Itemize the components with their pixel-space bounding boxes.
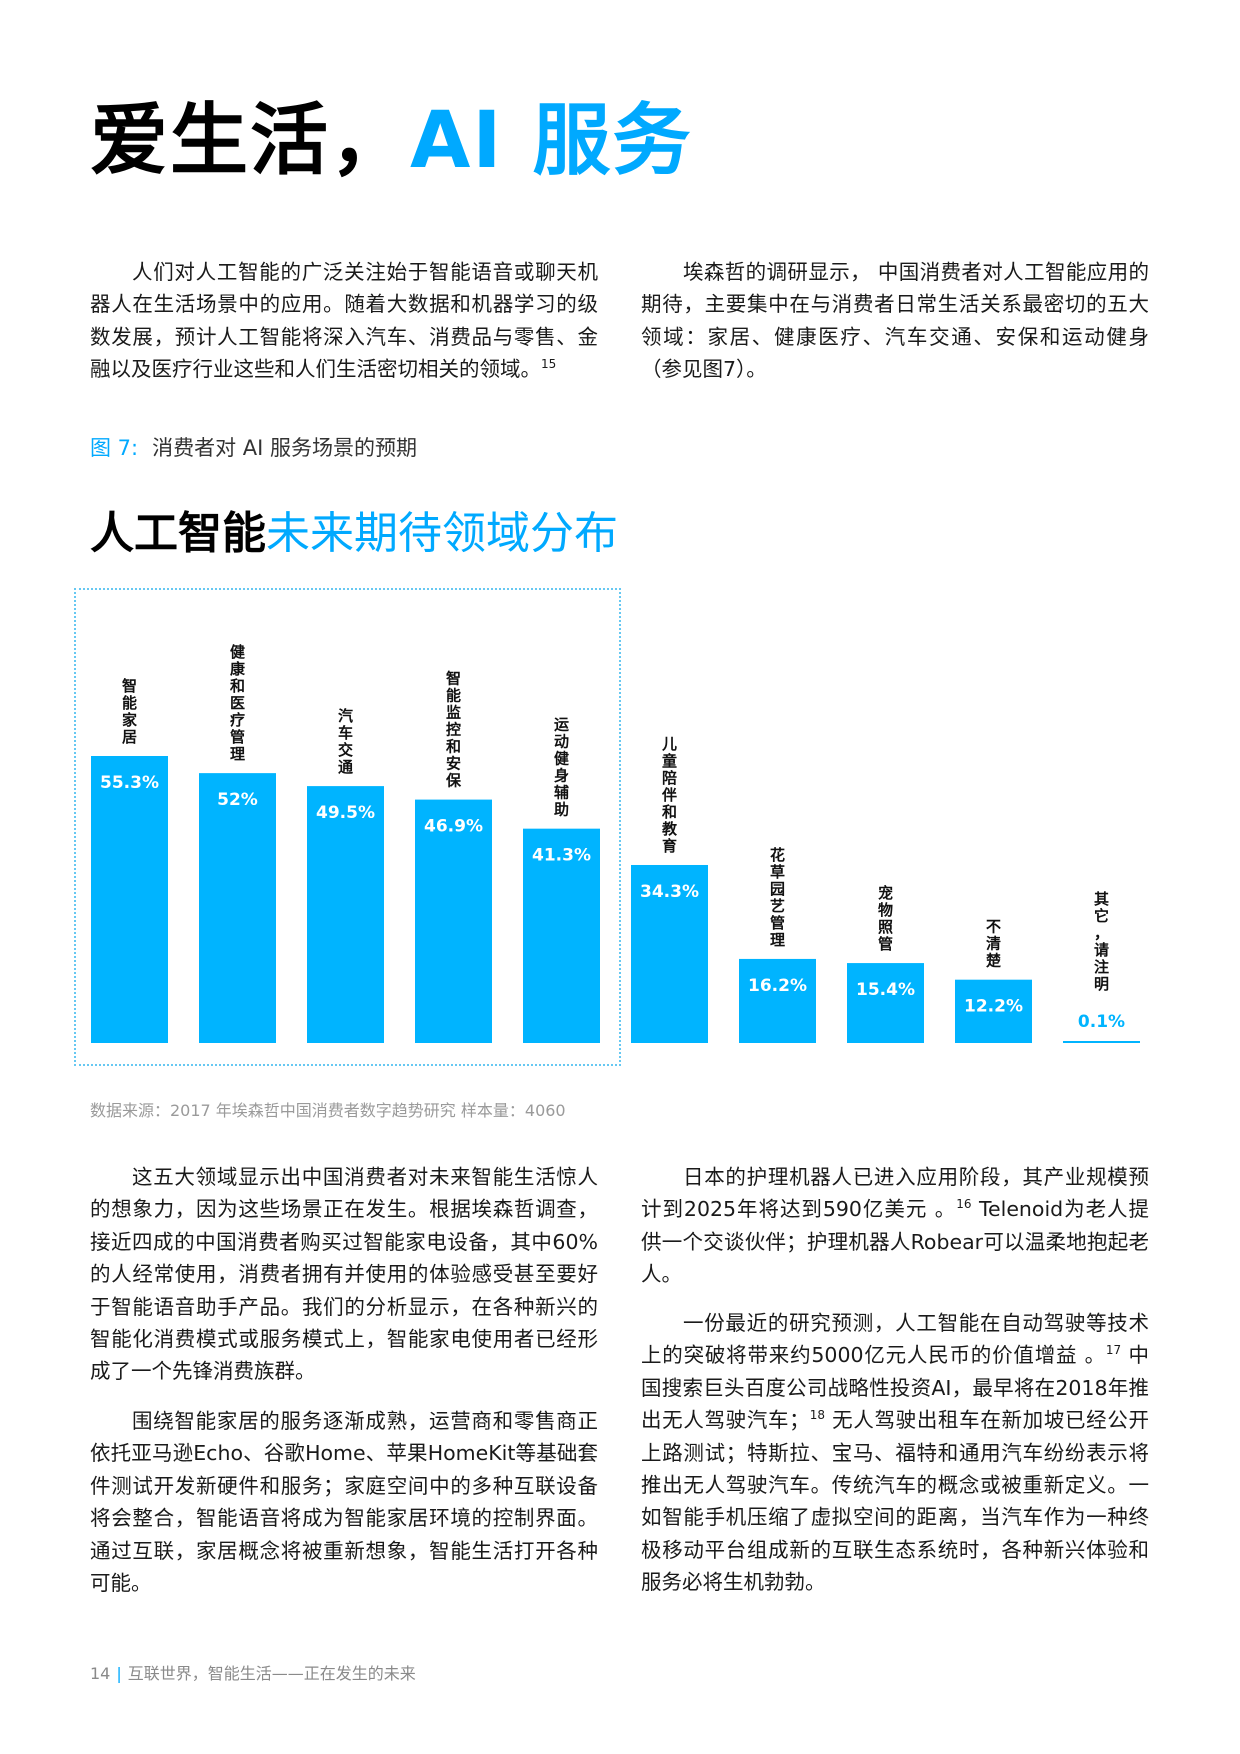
category-label-6: 儿童陪伴和教育 — [661, 735, 678, 855]
footnote-ref-17[interactable]: 17 — [1105, 1343, 1122, 1358]
chart-heading-bold: 人工智能 — [90, 508, 266, 559]
chart-heading-light: 未来期待领域分布 — [266, 508, 618, 559]
body-right-2-text-b: 中国搜索巨头百度公司战略性投资AI，最早将在2018年推出无人驾驶汽车； — [641, 1343, 1149, 1433]
top-five-frame — [74, 588, 621, 1066]
intro-left-paragraph: 人们对人工智能的广泛关注始于智能语音或聊天机器人在生活场景中的应用。随着大数据和… — [90, 256, 598, 386]
title-part-2: AI 服务 — [410, 96, 693, 186]
category-label-8: 宠物照管 — [878, 884, 893, 953]
body-right-2-text-a: 一份最近的研究预测，人工智能在自动驾驶等技术上的突破将带来约5000亿元人民币的… — [641, 1311, 1149, 1368]
body-right-paragraph-1: 日本的护理机器人已进入应用阶段，其产业规模预计到2025年将达到590亿美元 。… — [641, 1161, 1149, 1291]
category-label-10: 其它，请注明 — [1094, 890, 1109, 993]
body-left-paragraph-1: 这五大领域显示出中国消费者对未来智能生活惊人的想象力，因为这些场景正在发生。根据… — [90, 1165, 598, 1384]
footnote-ref-16[interactable]: 16 — [956, 1197, 972, 1212]
body-right-1-text-a: 日本的护理机器人已进入应用阶段，其产业规模预计到2025年将达到590亿美元 。 — [641, 1165, 1149, 1222]
footer-text: 互联世界，智能生活——正在发生的未来 — [127, 1664, 416, 1683]
value-label-6: 34.3% — [640, 882, 699, 902]
figure-number: 图 7: — [90, 436, 139, 460]
body-right-1-text-b: Telenoid为老人提供一个交谈伙伴；护理机器人Robear可以温柔地抱起老人… — [641, 1197, 1149, 1287]
page-footer: 14 | 互联世界，智能生活——正在发生的未来 — [90, 1660, 416, 1684]
value-label-7: 16.2% — [748, 976, 807, 996]
value-label-8: 15.4% — [856, 980, 915, 1000]
body-right-paragraph-2: 一份最近的研究预测，人工智能在自动驾驶等技术上的突破将带来约5000亿元人民币的… — [641, 1307, 1149, 1599]
chart-source: 数据来源：2017 年埃森哲中国消费者数字趋势研究 样本量：4060 — [90, 1101, 566, 1120]
bar-10 — [1063, 1041, 1140, 1043]
footnote-ref-18[interactable]: 18 — [809, 1408, 825, 1423]
category-label-7: 花草园艺管理 — [770, 846, 785, 949]
bar-8 — [847, 963, 924, 1043]
value-label-9: 12.2% — [964, 997, 1023, 1017]
title-part-1: 爱生活， — [90, 96, 411, 186]
bar-7 — [739, 958, 816, 1043]
page-title: 爱生活，AI 服务 — [90, 78, 693, 190]
figure-label: 图 7: 消费者对 AI 服务场景的预期 — [90, 432, 417, 462]
bar-9 — [955, 979, 1032, 1043]
footer-separator: | — [116, 1664, 122, 1683]
bar-6 — [631, 864, 708, 1043]
body-right-2-text-c: 无人驾驶出租车在新加坡已经公开上路测试；特斯拉、宝马、福特和通用汽车纷纷表示将推… — [641, 1408, 1150, 1595]
category-label-9: 不清楚 — [986, 918, 1002, 970]
figure-caption: 消费者对 AI 服务场景的预期 — [152, 436, 418, 460]
body-left-paragraph-2: 围绕智能家居的服务逐渐成熟，运营商和零售商正依托亚马逊Echo、谷歌Home、苹… — [90, 1409, 598, 1596]
value-label-10: 0.1% — [1078, 1012, 1125, 1032]
chart-heading: 人工智能未来期待领域分布 — [90, 497, 618, 561]
intro-right-paragraph: 埃森哲的调研显示， 中国消费者对人工智能应用的期待，主要集中在与消费者日常生活关… — [641, 260, 1149, 382]
footer-page-number: 14 — [90, 1664, 111, 1683]
intro-left-text: 人们对人工智能的广泛关注始于智能语音或聊天机器人在生活场景中的应用。随着大数据和… — [90, 260, 598, 382]
footnote-ref-15[interactable]: 15 — [541, 357, 557, 372]
